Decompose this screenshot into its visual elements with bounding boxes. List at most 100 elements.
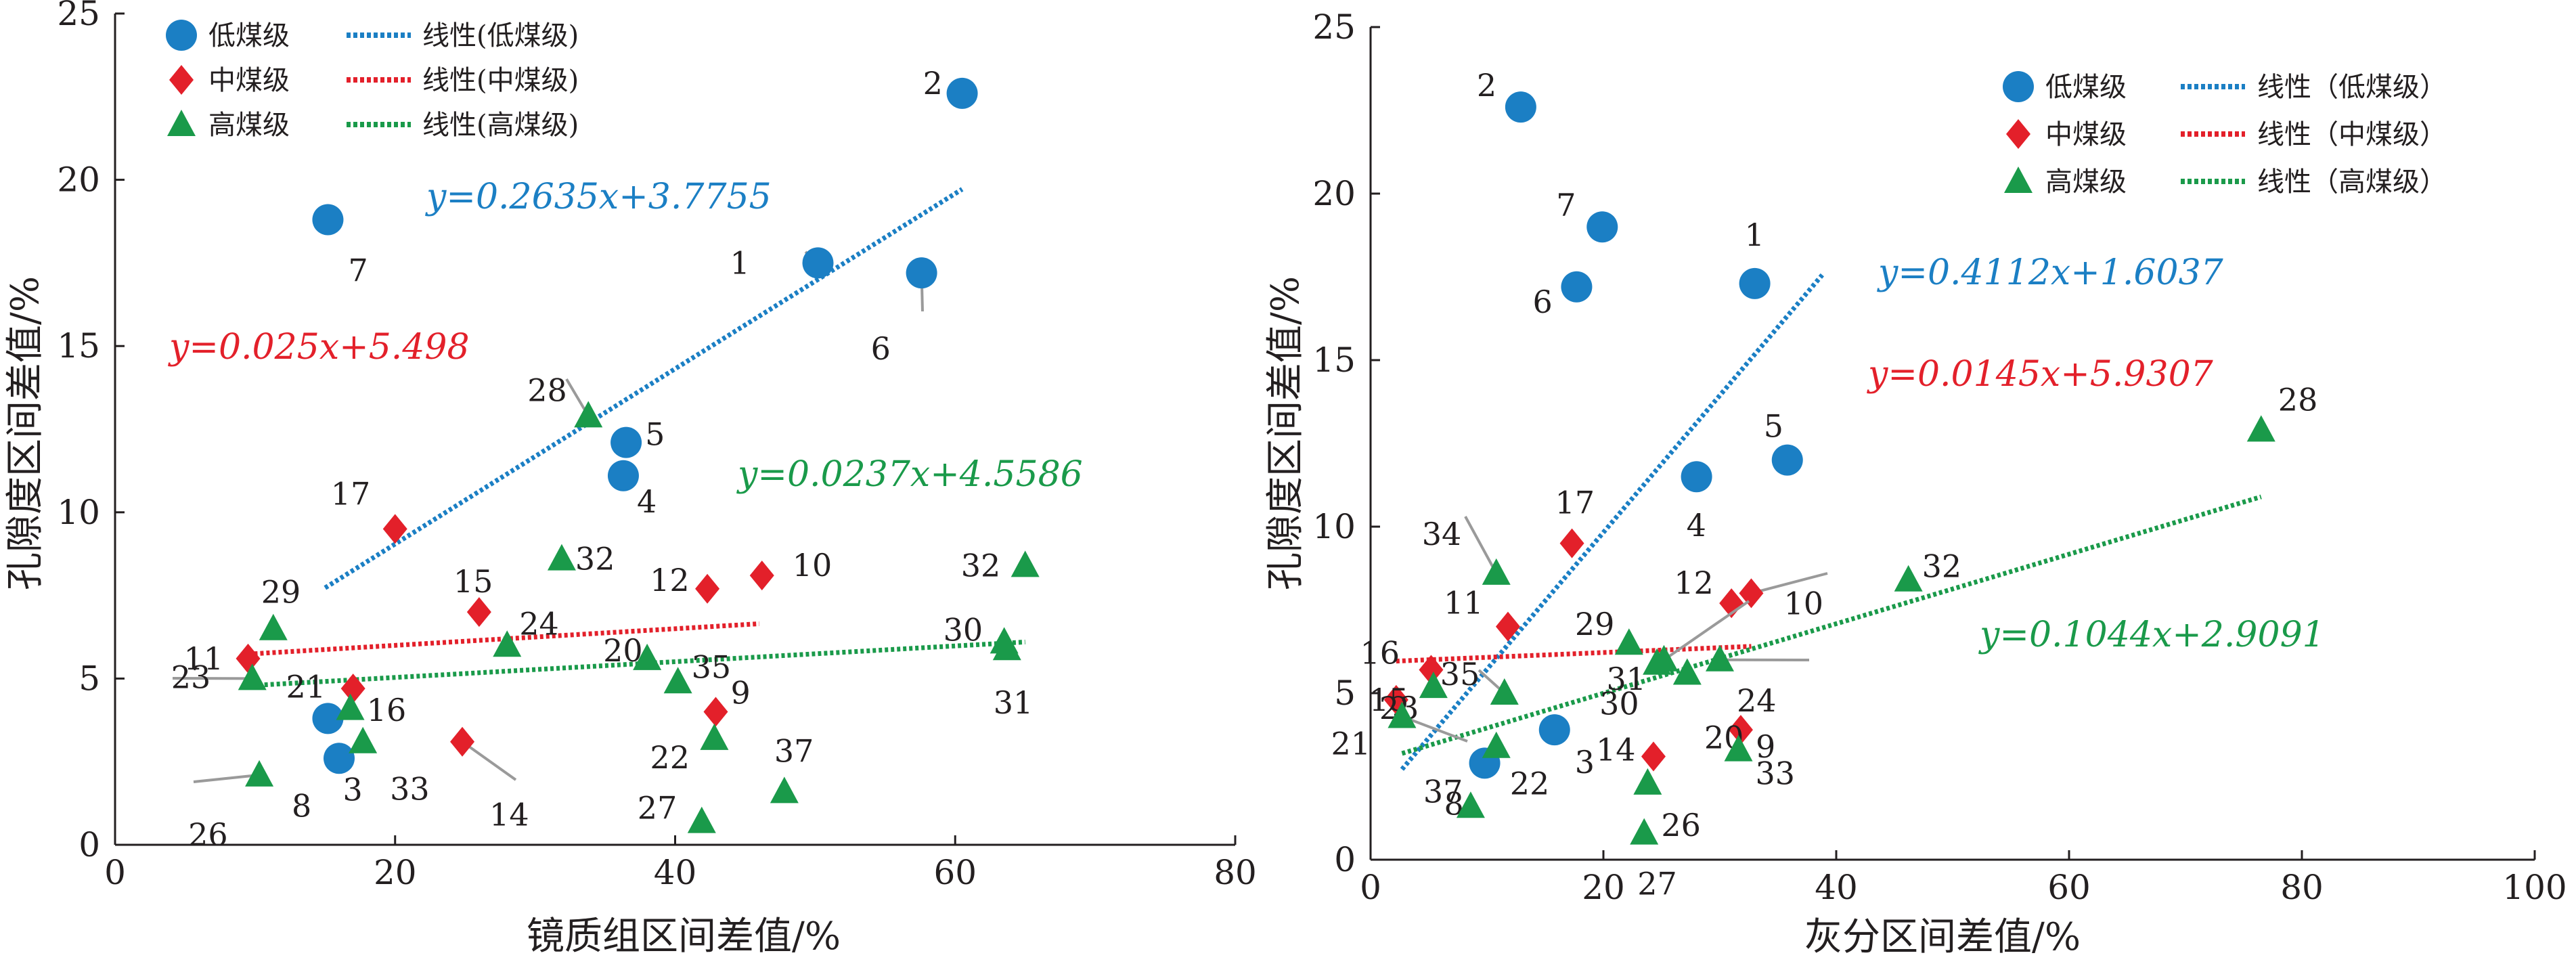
data-point-2-15 bbox=[1630, 818, 1658, 845]
data-point-1-3 bbox=[750, 560, 774, 590]
legend-marker-0 bbox=[166, 20, 197, 51]
x-axis-title: 灰分区间差值/% bbox=[1804, 915, 2081, 959]
point-label: 15 bbox=[453, 563, 493, 600]
point-label: 26 bbox=[188, 816, 228, 853]
x-tick-label: 60 bbox=[2047, 868, 2091, 907]
point-label: 37 bbox=[774, 732, 814, 769]
point-label: 35 bbox=[1440, 656, 1480, 692]
data-point-0-4 bbox=[1772, 445, 1803, 476]
point-label: 37 bbox=[1423, 773, 1463, 810]
point-label: 12 bbox=[1674, 565, 1714, 601]
data-point-2-8 bbox=[1490, 678, 1519, 705]
legend-label-4: 线性(中煤级) bbox=[422, 65, 579, 96]
point-label: 17 bbox=[1555, 485, 1595, 521]
x-tick-label: 100 bbox=[2502, 868, 2567, 907]
data-point-0-3 bbox=[1561, 271, 1592, 303]
point-label: 7 bbox=[1556, 187, 1576, 223]
x-axis-title: 镜质组区间差值/% bbox=[527, 915, 841, 959]
y-axis-title: 孔隙度区间差值/% bbox=[1264, 276, 1308, 590]
data-point-2-9 bbox=[664, 667, 692, 693]
leader-line bbox=[1664, 601, 1749, 660]
legend-label-3: 线性(低煤级) bbox=[422, 20, 579, 51]
point-label: 20 bbox=[603, 632, 643, 669]
trendline-equation-2: y=0.0237x+4.5586 bbox=[736, 454, 1083, 495]
data-point-0-1 bbox=[947, 78, 978, 109]
point-label: 16 bbox=[1360, 635, 1400, 672]
data-point-1-1 bbox=[467, 597, 491, 627]
point-label: 6 bbox=[871, 330, 891, 367]
data-point-2-3 bbox=[1615, 628, 1643, 655]
x-tick-label: 20 bbox=[374, 853, 417, 892]
y-tick-label: 25 bbox=[1312, 7, 1356, 47]
point-label: 11 bbox=[1444, 585, 1484, 621]
trendline-equation-0: y=0.4112x+1.6037 bbox=[1877, 252, 2224, 293]
data-point-1-1 bbox=[1496, 612, 1520, 642]
point-label: 27 bbox=[1637, 866, 1677, 902]
y-tick-label: 15 bbox=[1312, 340, 1356, 380]
point-label: 14 bbox=[1596, 731, 1636, 768]
data-point-1-7 bbox=[1641, 741, 1666, 771]
point-label: 5 bbox=[645, 416, 665, 453]
x-tick-label: 0 bbox=[104, 853, 126, 892]
data-point-0-0 bbox=[1505, 91, 1536, 123]
point-label: 29 bbox=[1575, 606, 1615, 642]
point-label: 22 bbox=[1510, 766, 1550, 802]
point-label: 10 bbox=[793, 547, 832, 584]
point-label: 21 bbox=[286, 669, 326, 705]
point-label: 29 bbox=[261, 574, 301, 611]
point-label: 3 bbox=[342, 771, 362, 808]
data-point-0-5 bbox=[1681, 461, 1712, 492]
y-axis-title: 孔隙度区间差值/% bbox=[3, 276, 47, 590]
x-tick-label: 20 bbox=[1582, 868, 1625, 907]
data-point-2-10 bbox=[336, 694, 365, 720]
legend-label-5: 线性（高煤级） bbox=[2257, 167, 2447, 198]
point-label: 32 bbox=[575, 541, 615, 577]
point-label: 33 bbox=[390, 771, 430, 808]
y-tick-label: 0 bbox=[1334, 840, 1356, 879]
data-point-1-6 bbox=[703, 697, 728, 727]
data-point-1-0 bbox=[1560, 529, 1584, 558]
data-point-0-0 bbox=[312, 204, 343, 236]
point-label: 4 bbox=[637, 483, 657, 520]
point-label: 21 bbox=[1331, 725, 1371, 762]
leader-line bbox=[1465, 516, 1496, 573]
legend-label-2: 高煤级 bbox=[208, 110, 290, 141]
point-label: 34 bbox=[1422, 516, 1462, 552]
data-point-1-4 bbox=[236, 644, 261, 674]
data-point-2-1 bbox=[548, 544, 576, 571]
y-tick-label: 5 bbox=[79, 659, 100, 698]
y-tick-label: 25 bbox=[57, 0, 100, 33]
point-label: 14 bbox=[489, 797, 529, 833]
data-point-0-6 bbox=[1539, 714, 1570, 745]
data-point-2-13 bbox=[245, 760, 273, 787]
legend-marker-2 bbox=[2004, 167, 2033, 193]
point-label: 17 bbox=[331, 475, 371, 512]
point-label: 31 bbox=[994, 684, 1034, 721]
y-tick-label: 5 bbox=[1334, 674, 1356, 713]
point-label: 30 bbox=[943, 611, 983, 648]
data-point-2-15 bbox=[688, 807, 716, 833]
leader-line bbox=[462, 742, 516, 780]
y-tick-label: 15 bbox=[57, 326, 100, 366]
point-label: 1 bbox=[730, 244, 750, 281]
point-label: 26 bbox=[1661, 807, 1701, 843]
legend-label-1: 中煤级 bbox=[208, 65, 290, 96]
point-label: 10 bbox=[1783, 585, 1823, 621]
data-point-2-12 bbox=[349, 727, 377, 753]
point-label: 9 bbox=[730, 675, 750, 711]
point-label: 16 bbox=[367, 692, 407, 728]
point-label: 30 bbox=[1599, 686, 1639, 722]
point-label: 22 bbox=[650, 739, 690, 776]
data-point-1-2 bbox=[695, 574, 719, 604]
trendline-equation-2: y=0.1044x+2.9091 bbox=[1978, 615, 2325, 655]
y-tick-label: 10 bbox=[1312, 507, 1356, 546]
data-point-0-7 bbox=[324, 743, 355, 774]
trendline-0 bbox=[325, 189, 962, 588]
legend-label-5: 线性(高煤级) bbox=[422, 110, 579, 141]
